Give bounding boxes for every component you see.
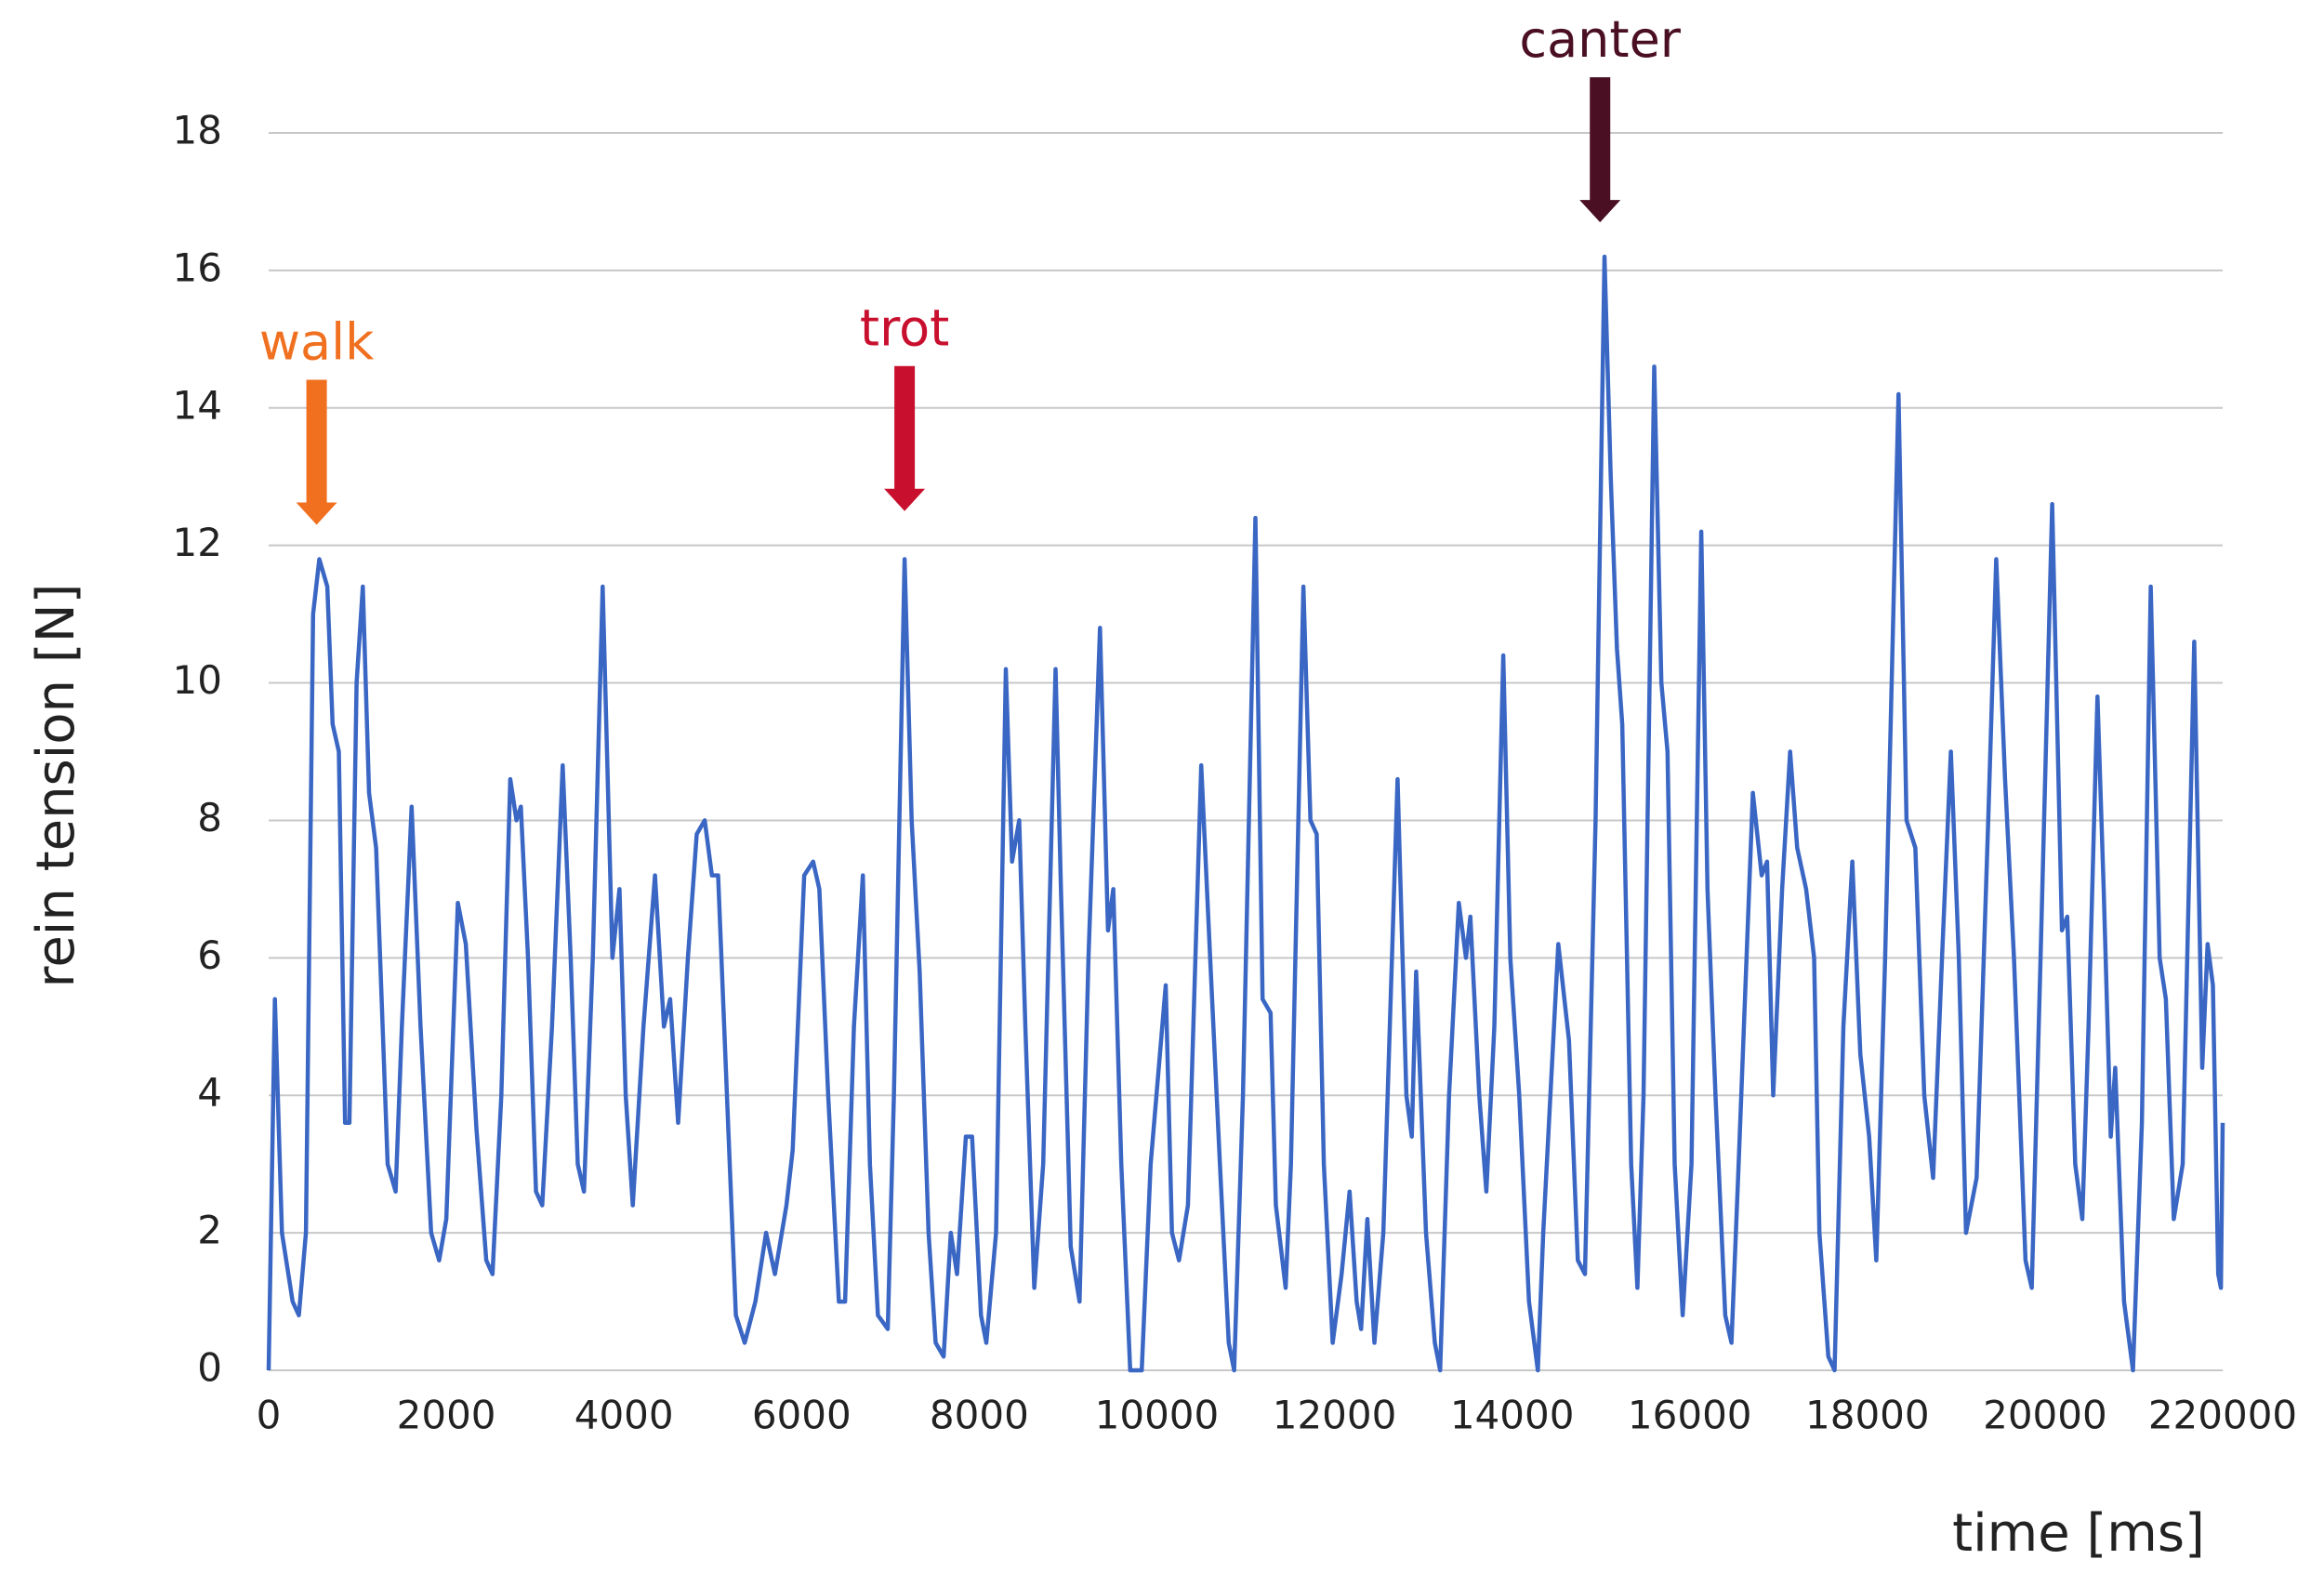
annotation-label: walk: [259, 312, 375, 371]
y-tick-label: 4: [197, 1070, 222, 1116]
x-tick-label: 14000: [1450, 1393, 1575, 1438]
x-tick-label: 16000: [1628, 1393, 1752, 1438]
y-tick-label: 6: [197, 932, 222, 978]
x-tick-label: 4000: [574, 1393, 674, 1438]
x-tick-label: 20000: [1983, 1393, 2107, 1438]
y-tick-label: 16: [173, 245, 222, 290]
x-tick-label: 220000: [2148, 1393, 2297, 1438]
y-tick-label: 14: [173, 382, 222, 428]
x-tick-label: 10000: [1095, 1393, 1220, 1438]
x-tick-label: 18000: [1805, 1393, 1930, 1438]
x-tick-label: 2000: [397, 1393, 496, 1438]
annotation-label: canter: [1519, 10, 1681, 69]
x-tick-label: 0: [257, 1393, 282, 1438]
x-axis-title: time [ms]: [1952, 1503, 2205, 1564]
y-tick-label: 8: [197, 795, 222, 840]
annotation-arrow: [296, 379, 337, 525]
y-tick-label: 10: [173, 657, 222, 703]
x-tick-label: 8000: [930, 1393, 1029, 1438]
annotation-arrow: [1579, 77, 1621, 223]
annotation-arrow: [884, 365, 926, 511]
x-tick-label: 6000: [752, 1393, 852, 1438]
data-line: [266, 254, 2225, 1373]
y-axis-title: rein tension [N]: [26, 584, 86, 988]
y-tick-label: 12: [173, 520, 222, 565]
annotation-label: trot: [860, 299, 949, 358]
y-tick-label: 2: [197, 1208, 222, 1253]
y-tick-label: 0: [197, 1345, 222, 1391]
x-tick-label: 12000: [1273, 1393, 1397, 1438]
y-tick-label: 18: [173, 108, 222, 153]
